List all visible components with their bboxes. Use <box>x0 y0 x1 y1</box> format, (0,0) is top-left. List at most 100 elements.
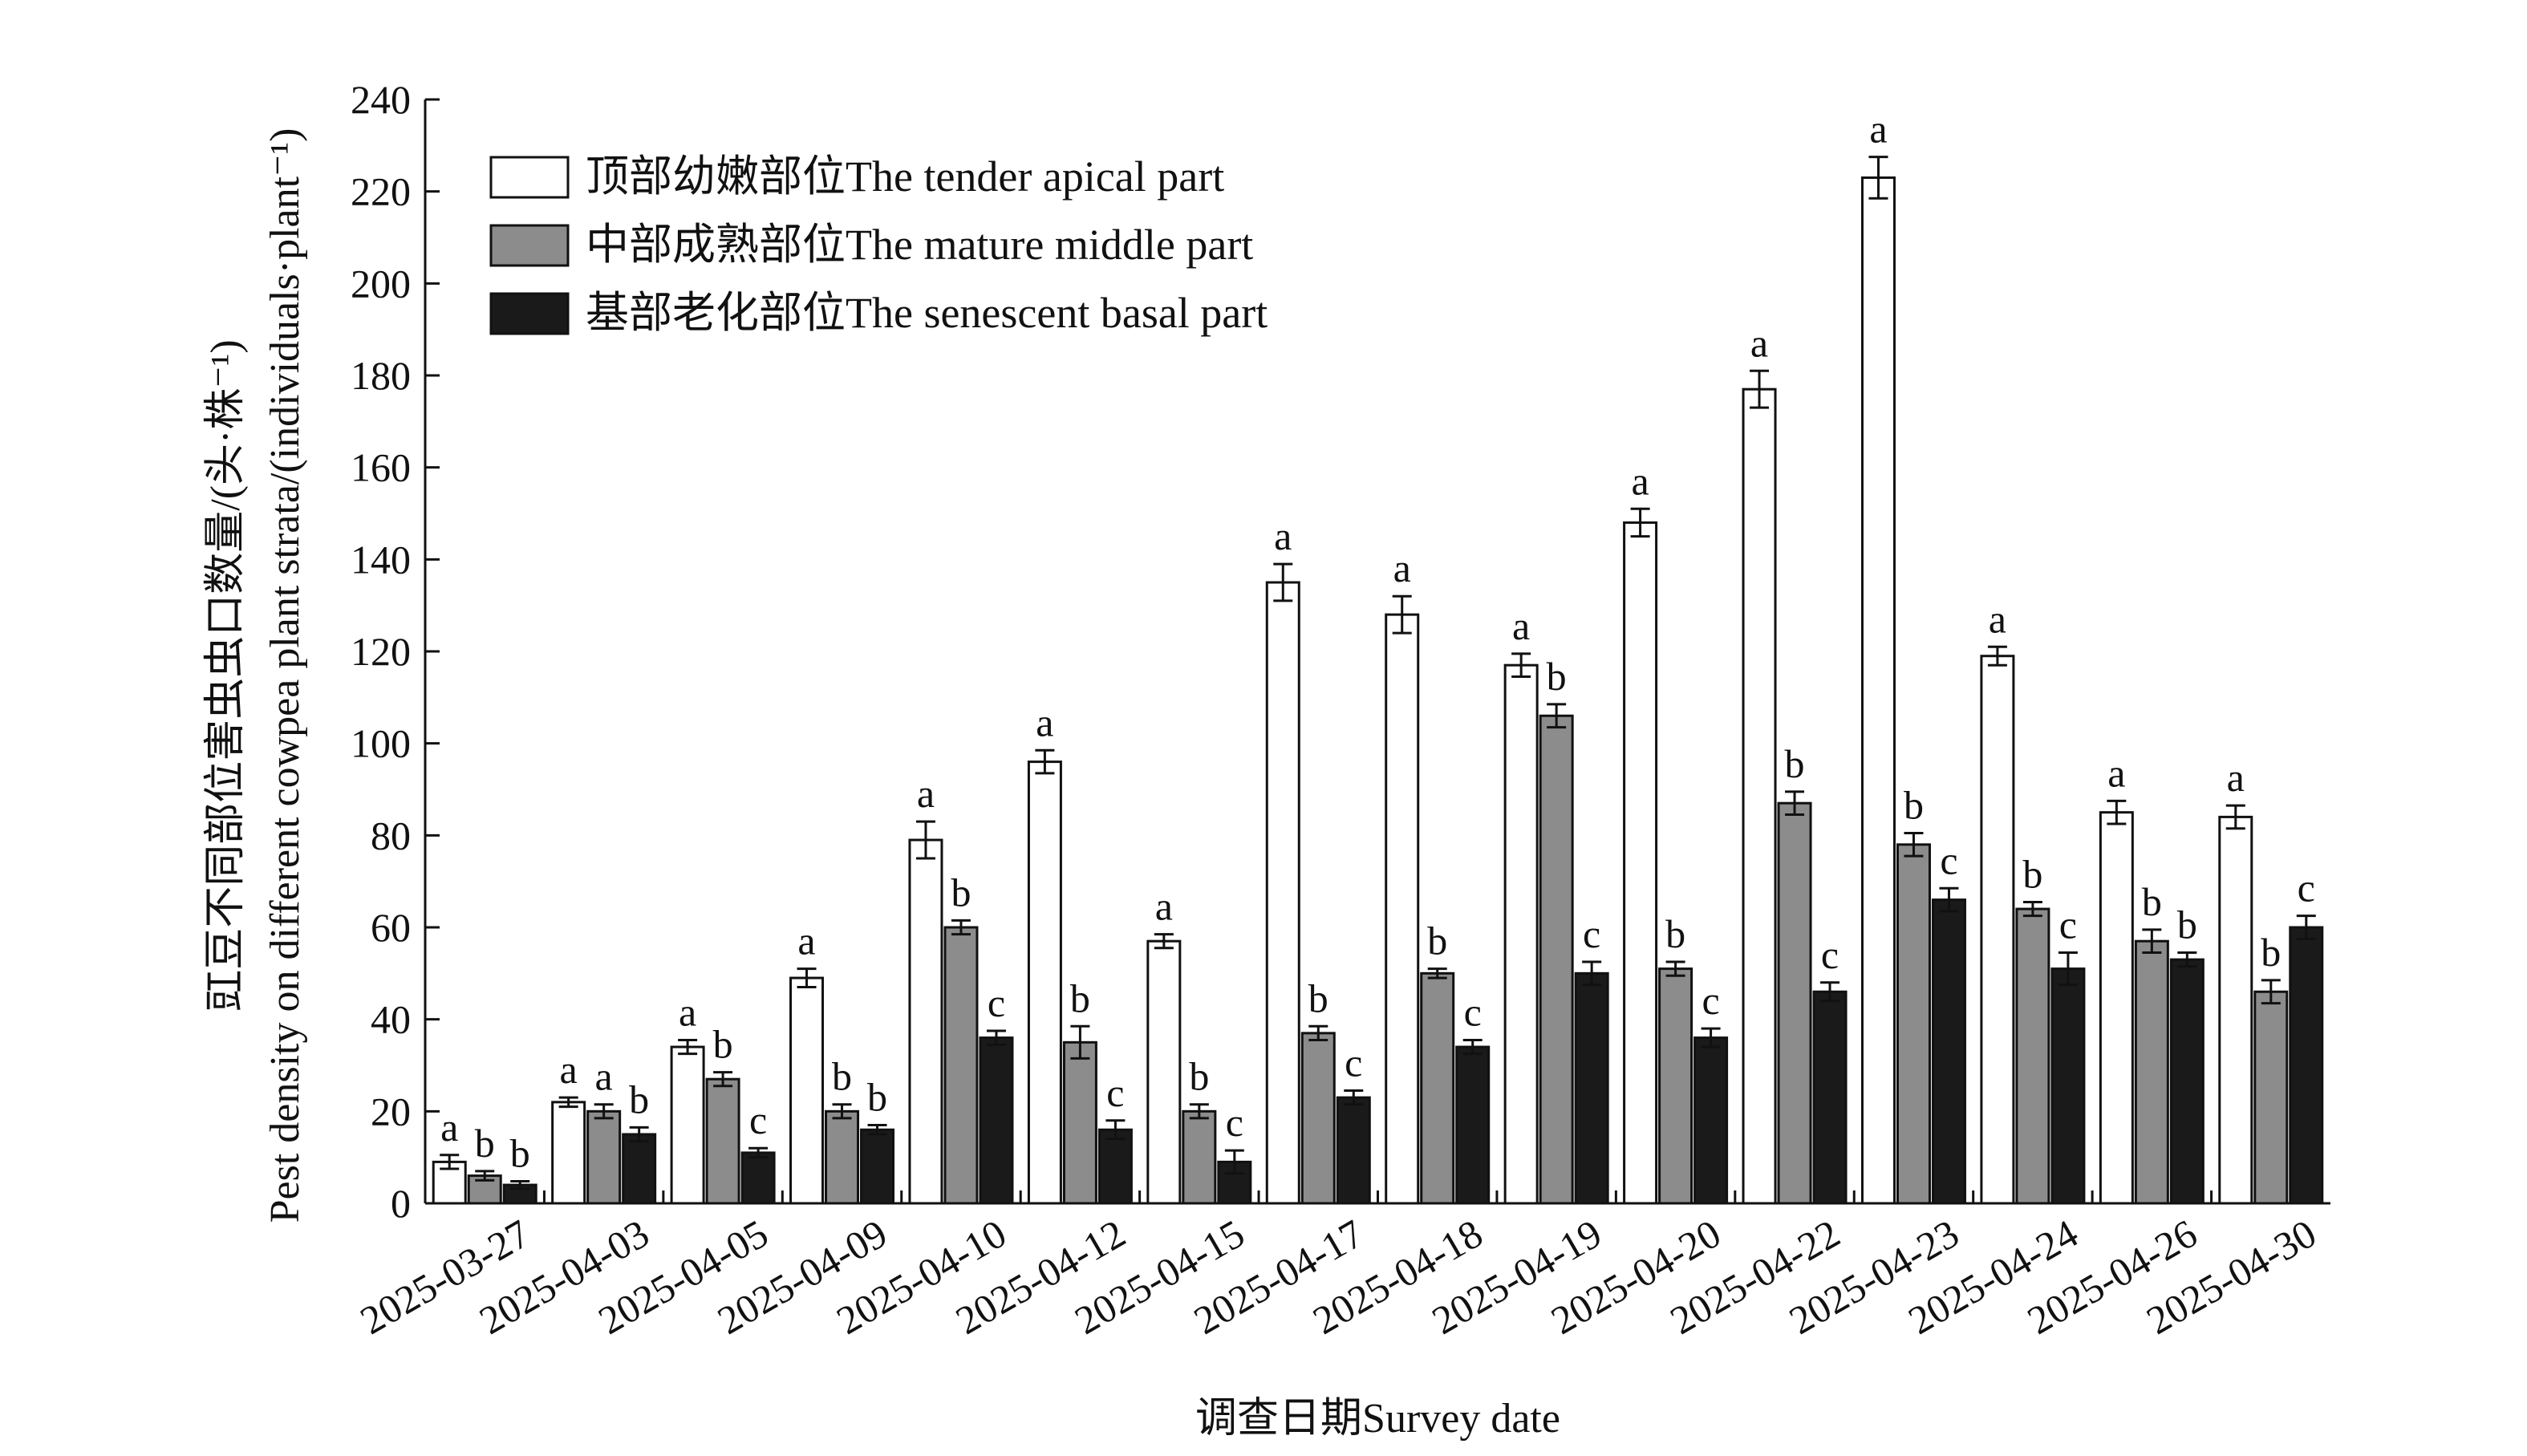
bar <box>789 976 825 1205</box>
significance-label: c <box>1940 838 1957 882</box>
bar <box>586 1109 622 1205</box>
significance-label: c <box>1226 1100 1243 1145</box>
y-tick-label: 20 <box>371 1089 411 1134</box>
significance-label: a <box>679 989 696 1034</box>
significance-label: c <box>1821 932 1839 977</box>
y-tick-label: 160 <box>351 445 411 490</box>
significance-label: b <box>713 1022 733 1067</box>
bar <box>1693 1036 1729 1205</box>
significance-label: c <box>2298 866 2315 911</box>
bar <box>1931 898 1966 1205</box>
legend-swatch <box>489 224 570 267</box>
significance-label: b <box>1189 1054 1209 1099</box>
bar <box>1027 760 1062 1205</box>
significance-label: b <box>1665 911 1685 956</box>
y-axis-title-en: Pest density on different cowpea plant s… <box>262 128 308 1223</box>
significance-label: a <box>1512 603 1530 648</box>
y-tick-label: 240 <box>351 77 411 122</box>
bar <box>1146 939 1182 1205</box>
bar <box>2289 926 2324 1205</box>
significance-label: b <box>2261 930 2281 975</box>
significance-label: b <box>2177 902 2197 947</box>
significance-label: b <box>1547 654 1567 699</box>
bar <box>1896 843 1931 1205</box>
significance-label: a <box>1274 513 1292 558</box>
significance-label: a <box>1989 596 2006 641</box>
bar <box>2134 939 2169 1205</box>
significance-label: c <box>1702 978 1719 1023</box>
bar <box>2253 990 2289 1205</box>
legend-swatch <box>489 292 570 335</box>
bar <box>1385 613 1420 1205</box>
y-tick-label: 220 <box>351 169 411 214</box>
bar <box>860 1128 895 1205</box>
bar <box>1097 1128 1133 1205</box>
significance-label: a <box>1869 107 1887 152</box>
significance-label: a <box>440 1105 458 1150</box>
significance-label: a <box>2107 750 2125 795</box>
legend-label: 基部老化部位The senescent basal part <box>586 289 1268 337</box>
y-tick-label: 140 <box>351 537 411 582</box>
bar <box>2218 815 2253 1205</box>
significance-label: b <box>475 1121 495 1166</box>
bar <box>979 1036 1014 1205</box>
significance-label: c <box>1106 1070 1124 1115</box>
bar <box>622 1133 657 1205</box>
y-tick-label: 200 <box>351 261 411 306</box>
bar <box>1860 176 1896 1205</box>
legend-label: 中部成熟部位The mature middle part <box>586 221 1253 269</box>
bar <box>740 1151 776 1205</box>
bar <box>705 1077 740 1205</box>
significance-label: b <box>2142 879 2162 924</box>
significance-label: a <box>1750 320 1768 365</box>
bar <box>908 838 943 1205</box>
significance-label: c <box>749 1097 767 1142</box>
significance-label: b <box>1785 741 1805 786</box>
bar <box>1300 1032 1336 1205</box>
bar <box>2099 811 2134 1205</box>
bar <box>1503 663 1539 1205</box>
significance-label: b <box>1070 975 1090 1020</box>
y-tick-label: 40 <box>371 997 411 1042</box>
y-axis-title: 豇豆不同部位害虫虫口数量/(头·株⁻¹) <box>203 339 249 1011</box>
significance-label: b <box>2022 851 2042 896</box>
y-tick-label: 80 <box>371 813 411 858</box>
significance-label: b <box>867 1075 887 1120</box>
significance-label: b <box>629 1077 649 1121</box>
significance-label: a <box>1631 458 1649 503</box>
bar <box>1182 1109 1217 1205</box>
bar <box>2015 907 2050 1205</box>
y-tick-label: 120 <box>351 629 411 674</box>
significance-label: c <box>1345 1040 1362 1085</box>
significance-label: b <box>951 870 971 915</box>
x-axis-title: 调查日期Survey date <box>1195 1396 1560 1442</box>
y-tick-label: 60 <box>371 905 411 950</box>
bar <box>825 1109 860 1205</box>
significance-label: a <box>1393 545 1411 590</box>
bar <box>1062 1040 1097 1205</box>
significance-label: b <box>832 1054 852 1099</box>
bar <box>1812 990 1848 1205</box>
bar <box>1265 581 1300 1205</box>
legend-label: 顶部幼嫩部位The tender apical part <box>586 152 1224 201</box>
y-tick-label: 100 <box>351 721 411 766</box>
bar <box>1539 714 1574 1205</box>
bar <box>1420 971 1455 1205</box>
significance-label: a <box>2227 755 2245 800</box>
significance-label: c <box>2059 902 2077 947</box>
legend-swatch <box>489 156 570 199</box>
significance-label: a <box>917 771 935 816</box>
significance-label: a <box>560 1047 578 1092</box>
legend: 顶部幼嫩部位The tender apical part 中部成熟部位The ma… <box>489 152 1268 337</box>
significance-label: b <box>1308 975 1328 1020</box>
bar <box>1658 967 1693 1205</box>
bar <box>1455 1045 1491 1205</box>
bar <box>670 1045 705 1205</box>
bar <box>1623 521 1658 1205</box>
significance-label: c <box>1583 911 1600 956</box>
bar <box>551 1101 586 1205</box>
significance-label: a <box>797 919 815 963</box>
